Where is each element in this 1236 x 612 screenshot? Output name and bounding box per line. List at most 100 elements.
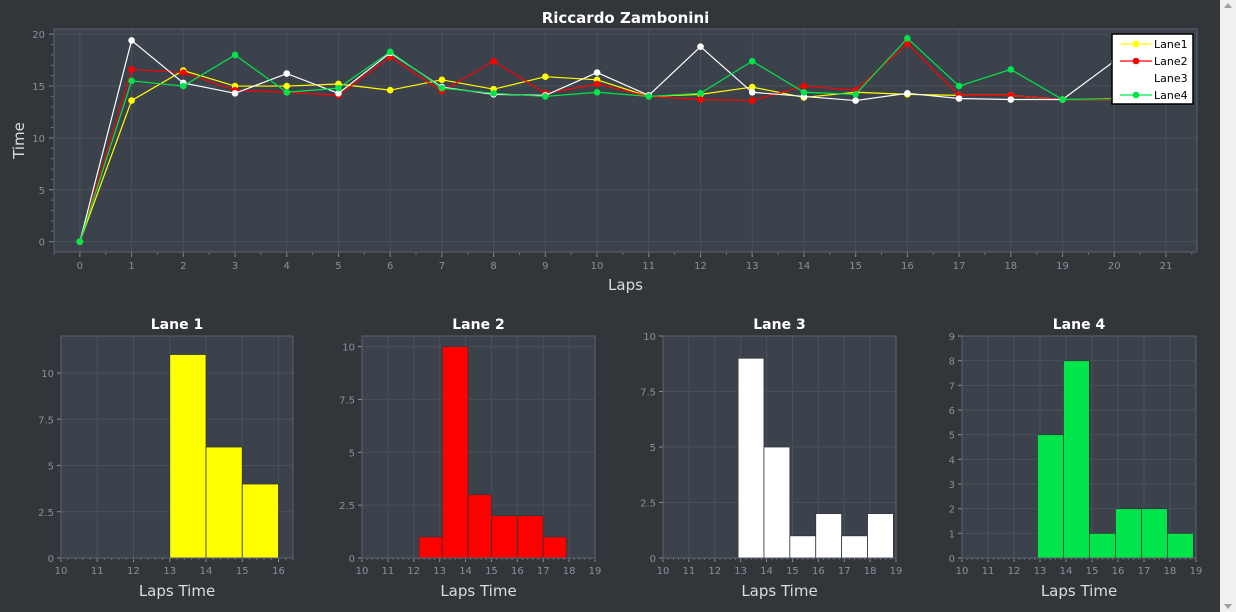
data-point	[955, 95, 963, 102]
y-tick-label: 0	[39, 238, 45, 249]
y-tick-label: 4	[949, 455, 955, 466]
data-point	[438, 76, 446, 84]
vertical-scrollbar[interactable]	[1220, 0, 1236, 612]
x-tick-label: 16	[1112, 566, 1125, 577]
histogram-lane-3: 10 11 12 13 14 15 16 17 18 19 0 2.5 5 7.5 10 Lane 3 Laps…	[640, 317, 902, 600]
y-tick-label: 3	[949, 480, 955, 491]
y-tick-label: 1	[949, 529, 955, 540]
data-point	[490, 90, 497, 97]
x-tick-label: 3	[232, 261, 238, 272]
y-tick-label: 10	[32, 134, 45, 145]
y-tick-label: 2.5	[339, 501, 355, 512]
data-point	[128, 77, 135, 85]
histogram-bar	[418, 536, 443, 559]
data-point	[955, 82, 963, 90]
data-point	[283, 70, 291, 77]
x-tick-label: 19	[1056, 261, 1069, 272]
legend-label: Lane3	[1154, 72, 1188, 85]
x-tick-label: 11	[683, 566, 696, 577]
data-point	[852, 91, 859, 98]
y-tick-label: 2.5	[38, 508, 54, 519]
data-point	[1007, 66, 1015, 73]
histogram-bar	[1037, 434, 1064, 559]
x-tick-label: 13	[1034, 566, 1047, 577]
x-tick-label: 15	[849, 261, 862, 272]
data-point	[335, 90, 342, 97]
x-tick-label: 12	[407, 566, 420, 577]
histogram-bar	[205, 446, 243, 559]
x-tick-label: 6	[387, 261, 393, 272]
data-point	[748, 88, 756, 96]
x-tick-label: 20	[1108, 261, 1121, 272]
y-tick-label: 6	[949, 406, 955, 417]
plot-area	[54, 29, 1197, 252]
histogram-bar	[491, 515, 518, 559]
x-tick-label: 10	[591, 261, 604, 272]
x-tick-label: 18	[563, 566, 576, 577]
series-lane4	[76, 35, 1170, 245]
data-point	[386, 86, 394, 94]
data-point	[490, 57, 497, 65]
histogram-bar	[441, 346, 469, 559]
data-point	[1007, 96, 1015, 103]
histogram-bar	[516, 515, 544, 559]
x-tick-label: 9	[542, 261, 548, 272]
x-tick-label: 18	[1004, 261, 1017, 272]
data-point	[128, 66, 135, 73]
histogram-lane-2: 10 11 12 13 14 15 16 17 18 19 0 2.5 5 7.5 10 Lane 2 Laps…	[339, 317, 601, 600]
x-tick-label: 14	[1060, 566, 1073, 577]
histogram-x-axis-label: Laps Time	[741, 582, 817, 600]
x-tick-label: 11	[91, 566, 104, 577]
y-tick-label: 10	[342, 343, 355, 354]
histogram-x-axis-label: Laps Time	[1041, 582, 1117, 600]
legend-box	[1111, 33, 1194, 105]
plot-frame	[60, 335, 294, 559]
line-chart: 0 1 2 3 4 5 6 7 8 9 10 11 12 13 14 15 16 17 18 19 20 21051015…	[10, 9, 1198, 294]
data-point	[542, 73, 549, 81]
legend-label: Lane4	[1154, 89, 1188, 102]
x-tick-label: 11	[642, 261, 655, 272]
histogram-x-axis-label: Laps Time	[139, 582, 215, 600]
data-point	[128, 37, 135, 44]
scroll-up-arrow-icon[interactable]	[1224, 3, 1232, 8]
y-tick-label: 2	[949, 505, 955, 516]
x-tick-label: 17	[1138, 566, 1151, 577]
x-tick-label: 14	[798, 261, 811, 272]
x-tick-label: 14	[200, 566, 213, 577]
x-tick-label: 15	[786, 566, 799, 577]
y-tick-label: 10	[41, 369, 54, 380]
x-tick-label: 19	[589, 566, 602, 577]
y-tick-label: 2.5	[640, 499, 656, 510]
legend-swatch-marker	[1132, 91, 1140, 99]
x-tick-label: 13	[734, 566, 747, 577]
y-tick-label: 10	[643, 332, 656, 343]
histogram-bar	[815, 513, 843, 559]
data-point	[800, 88, 808, 96]
y-tick-label: 5	[39, 186, 45, 197]
histogram-title: Lane 1	[151, 317, 203, 333]
y-tick-label: 5	[349, 448, 355, 459]
data-point	[128, 97, 135, 104]
data-point	[800, 82, 808, 90]
series-line	[79, 39, 1167, 242]
data-point	[386, 48, 394, 56]
x-tick-label: 13	[163, 566, 176, 577]
legend-swatch-marker	[1132, 74, 1140, 82]
histogram-bar	[789, 535, 817, 559]
x-tick-label: 7	[439, 261, 445, 272]
x-tick-label: 18	[1164, 566, 1177, 577]
x-tick-label: 11	[382, 566, 395, 577]
x-tick-label: 12	[708, 566, 721, 577]
plot-frame	[361, 335, 596, 559]
y-tick-label: 7.5	[339, 395, 355, 406]
histogram-bar	[169, 354, 207, 559]
histogram-title: Lane 2	[452, 317, 504, 333]
y-tick-label: 15	[32, 82, 45, 93]
y-tick-label: 9	[949, 332, 955, 343]
y-tick-label: 5	[949, 431, 955, 442]
histogram-bar	[737, 357, 765, 559]
scroll-down-arrow-icon[interactable]	[1224, 604, 1232, 609]
x-tick-label: 2	[180, 261, 186, 272]
